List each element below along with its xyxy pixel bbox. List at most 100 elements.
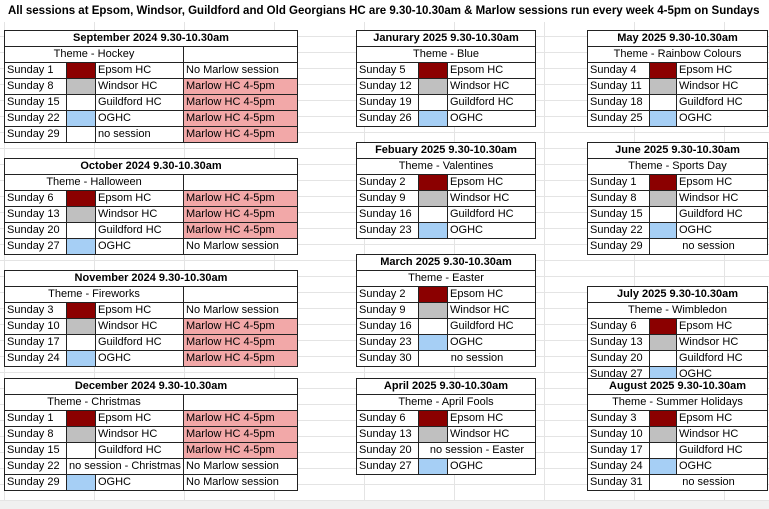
marlow-session[interactable]: No Marlow session: [183, 238, 298, 255]
empty-swatch[interactable]: [649, 206, 677, 223]
session-date[interactable]: Sunday 2: [356, 286, 419, 303]
marlow-session[interactable]: No Marlow session: [183, 62, 298, 79]
marlow-session[interactable]: No Marlow session: [183, 458, 298, 475]
club-colour-swatch[interactable]: [649, 334, 677, 351]
club-colour-swatch[interactable]: [418, 190, 448, 207]
marlow-session[interactable]: Marlow HC 4-5pm: [183, 334, 298, 351]
marlow-session[interactable]: Marlow HC 4-5pm: [183, 318, 298, 335]
horizontal-scrollbar[interactable]: [0, 501, 769, 509]
session-date[interactable]: Sunday 15: [4, 94, 67, 111]
club-colour-swatch[interactable]: [649, 410, 677, 427]
session-club[interactable]: Guildford HC: [95, 442, 184, 459]
session-note[interactable]: no session: [649, 238, 768, 255]
session-club[interactable]: OGHC: [676, 110, 768, 127]
marlow-session[interactable]: Marlow HC 4-5pm: [183, 126, 298, 143]
club-colour-swatch[interactable]: [418, 78, 448, 95]
club-colour-swatch[interactable]: [66, 110, 96, 127]
club-colour-swatch[interactable]: [418, 426, 448, 443]
club-colour-swatch[interactable]: [66, 206, 96, 223]
session-date[interactable]: Sunday 30: [356, 350, 419, 367]
marlow-session[interactable]: Marlow HC 4-5pm: [183, 190, 298, 207]
session-club[interactable]: Epsom HC: [95, 302, 184, 319]
session-date[interactable]: Sunday 1: [4, 62, 67, 79]
session-date[interactable]: Sunday 15: [587, 206, 650, 223]
session-date[interactable]: Sunday 22: [587, 222, 650, 239]
club-colour-swatch[interactable]: [649, 190, 677, 207]
empty-cell[interactable]: [183, 46, 298, 63]
session-club[interactable]: Epsom HC: [676, 62, 768, 79]
month-theme[interactable]: Theme - Hockey: [4, 46, 184, 63]
session-date[interactable]: Sunday 2: [356, 174, 419, 191]
empty-swatch[interactable]: [418, 206, 448, 223]
marlow-session[interactable]: Marlow HC 4-5pm: [183, 410, 298, 427]
session-club[interactable]: Windsor HC: [676, 190, 768, 207]
session-club[interactable]: OGHC: [95, 110, 184, 127]
empty-swatch[interactable]: [66, 442, 96, 459]
marlow-session[interactable]: No Marlow session: [183, 302, 298, 319]
club-colour-swatch[interactable]: [66, 410, 96, 427]
empty-swatch[interactable]: [649, 442, 677, 459]
empty-swatch[interactable]: [66, 94, 96, 111]
session-date[interactable]: Sunday 10: [587, 426, 650, 443]
session-club[interactable]: Guildford HC: [676, 442, 768, 459]
session-club[interactable]: Epsom HC: [447, 286, 536, 303]
session-date[interactable]: Sunday 22: [4, 110, 67, 127]
session-club[interactable]: Guildford HC: [95, 222, 184, 239]
session-club[interactable]: OGHC: [447, 110, 536, 127]
session-club[interactable]: OGHC: [447, 222, 536, 239]
session-date[interactable]: Sunday 13: [356, 426, 419, 443]
session-date[interactable]: Sunday 17: [4, 334, 67, 351]
month-title[interactable]: September 2024 9.30-10.30am: [4, 30, 298, 47]
session-note[interactable]: no session - Christmas: [66, 458, 184, 475]
club-colour-swatch[interactable]: [418, 110, 448, 127]
marlow-session[interactable]: Marlow HC 4-5pm: [183, 78, 298, 95]
empty-cell[interactable]: [183, 174, 298, 191]
marlow-session[interactable]: Marlow HC 4-5pm: [183, 222, 298, 239]
club-colour-swatch[interactable]: [66, 302, 96, 319]
session-date[interactable]: Sunday 5: [356, 62, 419, 79]
club-colour-swatch[interactable]: [418, 174, 448, 191]
session-date[interactable]: Sunday 16: [356, 318, 419, 335]
session-date[interactable]: Sunday 8: [4, 426, 67, 443]
club-colour-swatch[interactable]: [649, 174, 677, 191]
session-date[interactable]: Sunday 4: [587, 62, 650, 79]
session-club[interactable]: Windsor HC: [676, 78, 768, 95]
session-date[interactable]: Sunday 24: [4, 350, 67, 367]
session-date[interactable]: Sunday 23: [356, 334, 419, 351]
session-date[interactable]: Sunday 27: [4, 238, 67, 255]
session-date[interactable]: Sunday 27: [356, 458, 419, 475]
club-colour-swatch[interactable]: [418, 334, 448, 351]
session-date[interactable]: Sunday 17: [587, 442, 650, 459]
session-club[interactable]: Guildford HC: [447, 206, 536, 223]
session-date[interactable]: Sunday 9: [356, 302, 419, 319]
club-colour-swatch[interactable]: [418, 222, 448, 239]
session-club[interactable]: OGHC: [447, 334, 536, 351]
session-date[interactable]: Sunday 29: [587, 238, 650, 255]
session-club[interactable]: Epsom HC: [447, 410, 536, 427]
session-club[interactable]: Windsor HC: [447, 302, 536, 319]
month-title[interactable]: August 2025 9.30-10.30am: [587, 378, 768, 395]
session-date[interactable]: Sunday 3: [587, 410, 650, 427]
month-theme[interactable]: Theme - Sports Day: [587, 158, 768, 175]
session-note[interactable]: no session: [649, 474, 768, 491]
club-colour-swatch[interactable]: [649, 78, 677, 95]
session-club[interactable]: Windsor HC: [676, 334, 768, 351]
club-colour-swatch[interactable]: [418, 62, 448, 79]
club-colour-swatch[interactable]: [66, 78, 96, 95]
session-club[interactable]: Windsor HC: [95, 318, 184, 335]
session-date[interactable]: Sunday 16: [356, 206, 419, 223]
club-colour-swatch[interactable]: [649, 110, 677, 127]
session-note[interactable]: no session: [418, 350, 536, 367]
month-theme[interactable]: Theme - Valentines: [356, 158, 536, 175]
session-date[interactable]: Sunday 19: [356, 94, 419, 111]
session-date[interactable]: Sunday 20: [4, 222, 67, 239]
month-title[interactable]: May 2025 9.30-10.30am: [587, 30, 768, 47]
club-colour-swatch[interactable]: [418, 458, 448, 475]
session-club[interactable]: Epsom HC: [95, 190, 184, 207]
session-club[interactable]: no session: [95, 126, 184, 143]
session-date[interactable]: Sunday 25: [587, 110, 650, 127]
session-date[interactable]: Sunday 6: [356, 410, 419, 427]
marlow-session[interactable]: Marlow HC 4-5pm: [183, 206, 298, 223]
empty-cell[interactable]: [183, 286, 298, 303]
month-theme[interactable]: Theme - Fireworks: [4, 286, 184, 303]
